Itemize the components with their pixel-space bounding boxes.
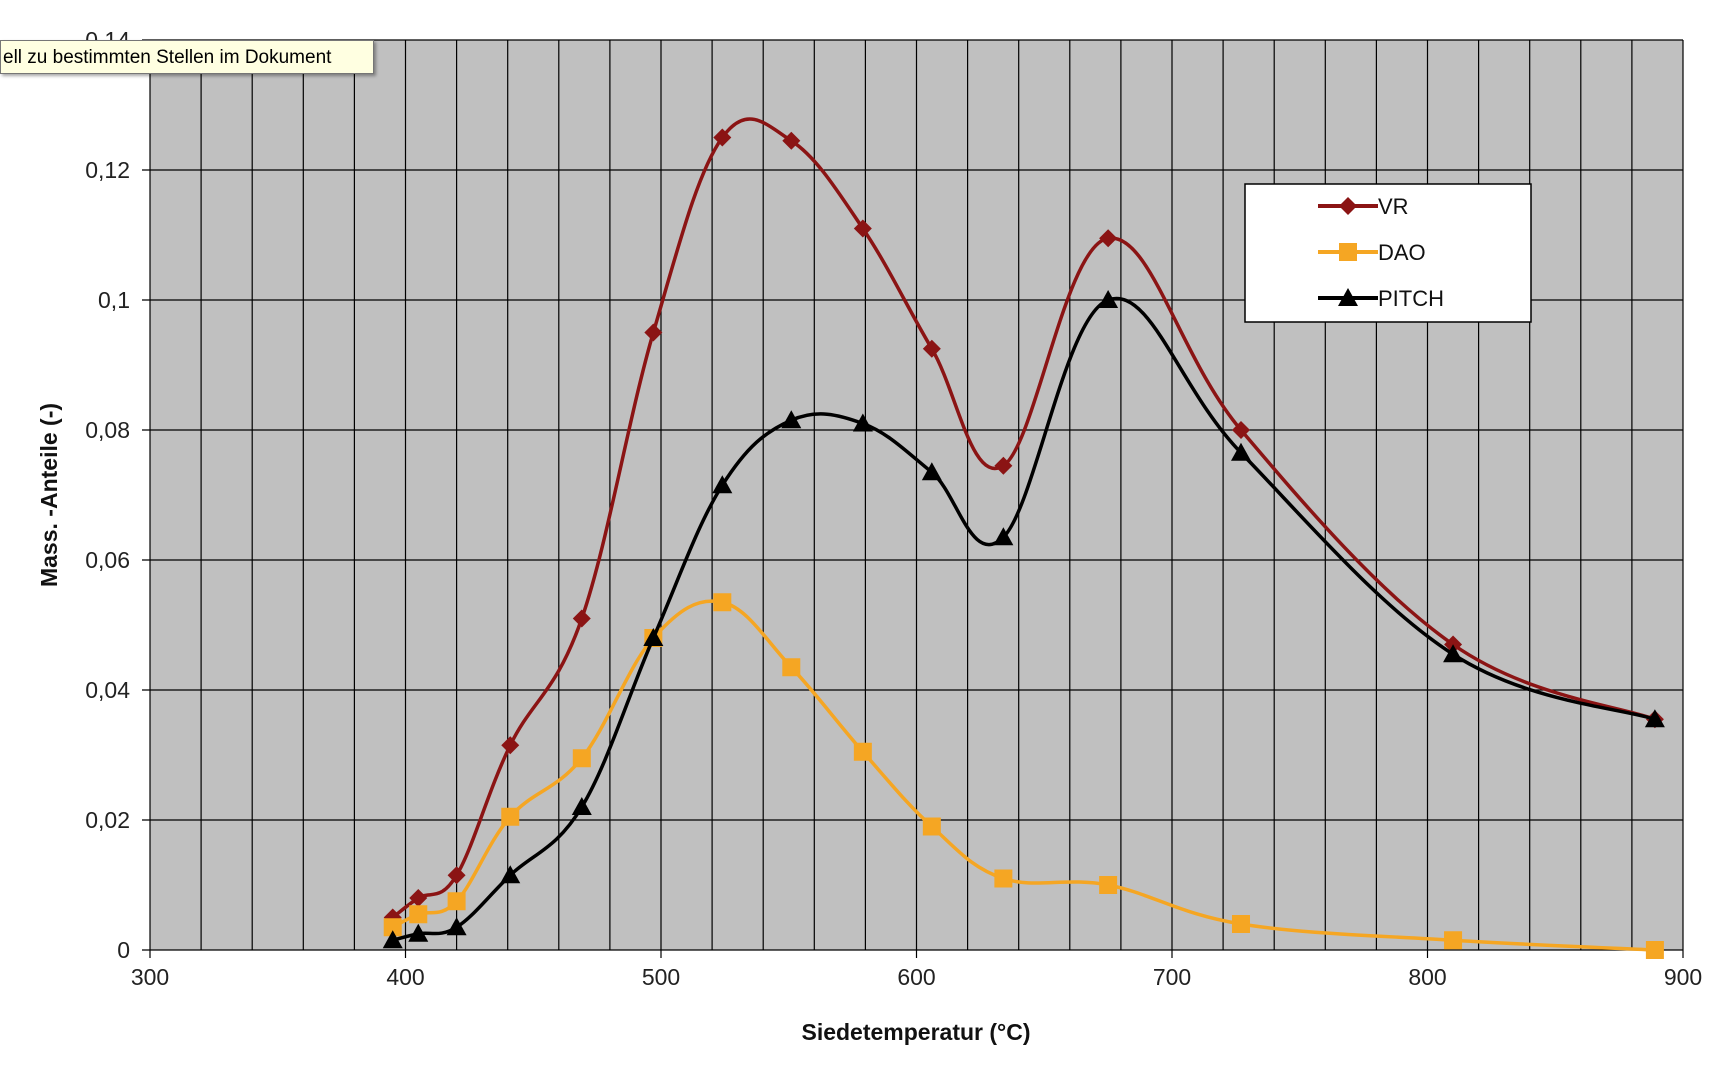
- legend-item-vr: VR: [1318, 194, 1409, 219]
- series-line-dao: [391, 599, 1655, 952]
- y-axis-ticks: 00,020,040,060,080,10,120,14: [85, 27, 130, 963]
- data-point-pitch: [1098, 290, 1119, 308]
- data-point-dao: [501, 807, 520, 826]
- legend-label-dao: DAO: [1378, 240, 1426, 265]
- x-tick-label: 600: [897, 964, 935, 990]
- data-point-pitch: [446, 917, 467, 936]
- data-point-dao: [994, 869, 1013, 888]
- data-point-vr: [409, 889, 428, 907]
- data-point-pitch: [781, 410, 802, 429]
- data-point-vr: [994, 456, 1013, 475]
- data-point-vr: [447, 866, 466, 885]
- legend-marker-vr: [1339, 197, 1357, 215]
- legend-label-vr: VR: [1378, 194, 1409, 219]
- y-tick-label: 0,04: [85, 677, 130, 703]
- data-point-pitch: [921, 462, 942, 481]
- x-tick-label: 300: [131, 964, 169, 990]
- data-point-vr: [572, 609, 591, 628]
- legend-item-dao: DAO: [1318, 240, 1426, 265]
- data-point-vr: [853, 219, 872, 238]
- data-point-pitch: [712, 475, 733, 494]
- y-tick-label: 0,02: [85, 807, 130, 833]
- data-point-dao: [383, 918, 402, 937]
- y-tick-label: 0,12: [85, 157, 130, 183]
- data-point-dao: [572, 749, 591, 768]
- data-point-pitch: [643, 628, 664, 646]
- data-point-vr: [782, 131, 801, 150]
- data-point-dao: [922, 817, 941, 836]
- data-point-pitch: [1443, 644, 1464, 663]
- y-tick-label: 0,06: [85, 547, 130, 573]
- x-axis-ticks: 300 400 500 600 700 800 900: [131, 950, 1702, 990]
- data-point-dao: [1444, 931, 1463, 950]
- data-point-pitch: [382, 930, 403, 949]
- data-point-pitch: [993, 527, 1014, 546]
- data-point-pitch: [1644, 709, 1665, 728]
- data-point-vr: [501, 736, 520, 755]
- data-point-pitch: [1230, 442, 1251, 461]
- data-point-vr: [713, 128, 732, 147]
- series-layer: [382, 117, 1665, 959]
- y-tick-label: 0,1: [98, 287, 130, 313]
- y-tick-label: 0: [117, 937, 130, 963]
- legend-label-pitch: PITCH: [1378, 286, 1444, 311]
- data-point-pitch: [408, 923, 429, 942]
- legend-box: [1244, 183, 1532, 323]
- data-point-pitch: [500, 865, 521, 884]
- horizontal-gridlines: [142, 39, 1683, 951]
- legend: VR DAO PITCH: [1244, 183, 1532, 323]
- data-point-vr: [644, 323, 663, 342]
- series-vr: [383, 117, 1664, 927]
- data-point-dao: [409, 905, 428, 924]
- legend-item-pitch: PITCH: [1318, 286, 1444, 311]
- vertical-gridlines: [149, 40, 1684, 950]
- x-tick-label: 800: [1408, 964, 1446, 990]
- legend-marker-dao: [1339, 243, 1357, 261]
- series-pitch: [382, 290, 1665, 949]
- data-point-dao: [853, 742, 872, 761]
- data-point-vr: [1231, 421, 1250, 439]
- data-point-pitch: [571, 797, 592, 815]
- data-point-dao: [447, 892, 466, 911]
- data-point-dao: [1231, 915, 1250, 933]
- y-axis-title: Mass. -Anteile (-): [36, 403, 62, 587]
- x-tick-label: 400: [386, 964, 424, 990]
- data-point-dao: [713, 593, 732, 612]
- data-point-vr: [1099, 229, 1118, 248]
- x-tick-label: 900: [1664, 964, 1702, 990]
- tooltip: ell zu bestimmten Stellen im Dokument: [0, 40, 374, 74]
- data-point-pitch: [852, 413, 873, 432]
- x-tick-label: 700: [1153, 964, 1191, 990]
- data-point-dao: [1099, 876, 1118, 894]
- x-tick-label: 500: [642, 964, 680, 990]
- x-axis-title: Siedetemperatur (°C): [801, 1019, 1030, 1045]
- y-tick-label: 0,08: [85, 417, 130, 443]
- data-point-dao: [1645, 941, 1664, 959]
- legend-marker-pitch: [1338, 288, 1358, 306]
- data-point-dao: [782, 658, 801, 677]
- data-point-vr: [922, 339, 941, 358]
- legend-items: VR DAO PITCH: [1318, 194, 1444, 311]
